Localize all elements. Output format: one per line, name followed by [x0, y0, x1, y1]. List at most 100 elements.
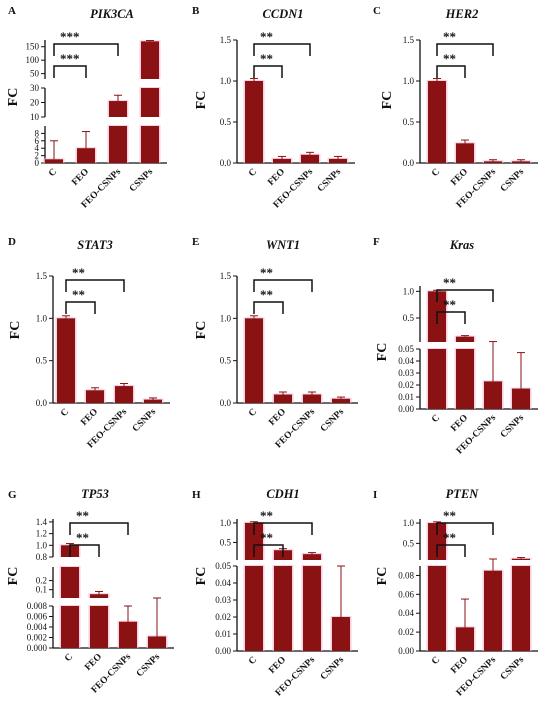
panel-letter: E	[192, 236, 199, 248]
x-tick-label: CSNPs	[319, 407, 346, 434]
y-tick-label: 4	[35, 143, 40, 153]
significance-label: **	[260, 265, 273, 280]
significance-bracket	[53, 43, 119, 56]
bar-csnps	[332, 617, 350, 651]
bar-feo-csnps	[484, 570, 502, 651]
significance-label: **	[260, 508, 273, 523]
y-tick-label: 0	[35, 158, 40, 168]
x-tick-label: FEO	[79, 407, 100, 428]
y-axis-label: FC	[194, 567, 209, 586]
bar-csnps	[141, 126, 159, 163]
x-tick-label: FEO	[83, 652, 104, 673]
y-tick-label: 0.5	[403, 117, 415, 127]
significance-label: **	[443, 29, 456, 44]
significance-bracket	[65, 279, 125, 292]
bar-feo	[274, 566, 292, 651]
y-tick-label: 0.04	[215, 578, 231, 588]
y-tick-label: 1.0	[403, 76, 415, 86]
y-tick-label: 0.02	[398, 627, 414, 637]
chart-title: CDH1	[266, 487, 299, 501]
y-tick-label: 1.5	[220, 271, 232, 281]
x-tick-label: C	[247, 407, 259, 419]
chart-title: PIK3CA	[90, 7, 134, 21]
y-tick-label: 0.5	[403, 538, 415, 548]
y-tick-label: 2	[35, 151, 40, 161]
bar-feo	[90, 606, 108, 648]
x-tick-label: CSNPs	[499, 413, 526, 440]
x-tick-label: CSNPs	[499, 655, 526, 682]
panel-h: H CDH1 FC 0.00 0.01 0.02 0.03 0.04 0.05 0.5 1.0 C FE…	[192, 487, 358, 698]
significance-label: **	[76, 530, 89, 545]
significance-label: **	[443, 275, 456, 290]
bar-c	[245, 318, 263, 403]
significance-bracket	[253, 522, 313, 535]
significance-bracket	[436, 522, 494, 535]
x-tick-label: CSNPs	[316, 167, 343, 194]
significance-label: ***	[60, 51, 80, 66]
y-tick-label: 0.008	[27, 601, 48, 611]
y-tick-label: 0.006	[27, 612, 48, 622]
y-tick-label: 0.5	[220, 356, 232, 366]
bar-c	[428, 81, 446, 163]
significance-label: **	[260, 530, 273, 545]
panel-letter: D	[8, 236, 16, 248]
y-tick-label: 0.00	[398, 646, 414, 656]
x-tick-label: C	[247, 167, 259, 179]
y-axis-label: FC	[6, 567, 21, 586]
x-tick-label: C	[430, 655, 442, 667]
y-tick-label: 1.5	[403, 35, 415, 45]
y-tick-label: 0.01	[398, 392, 414, 402]
y-tick-label: 50	[30, 69, 40, 79]
y-axis-label: FC	[375, 343, 390, 362]
significance-label: **	[260, 29, 273, 44]
y-tick-label: 0.8	[36, 552, 48, 562]
x-tick-label: C	[47, 167, 59, 179]
bar-feo	[274, 394, 292, 403]
y-tick-label: 0.06	[398, 589, 414, 599]
panel-letter: G	[8, 489, 17, 501]
y-tick-label: 100	[26, 55, 40, 65]
significance-label: **	[260, 287, 273, 302]
bar-feo	[456, 336, 474, 342]
y-axis-label: FC	[8, 321, 23, 340]
y-tick-label: 0.5	[220, 537, 232, 547]
significance-label: **	[72, 287, 85, 302]
significance-bracket	[436, 289, 494, 302]
bar-feo	[456, 627, 474, 651]
bar-feo-csnps	[303, 566, 321, 651]
y-tick-label: 1.0	[36, 313, 48, 323]
panel-letter: B	[192, 5, 200, 17]
bar-c	[57, 318, 75, 403]
y-tick-label: 0.03	[215, 595, 231, 605]
bar-c	[61, 606, 79, 648]
significance-bracket	[253, 301, 284, 314]
y-tick-label: 0.000	[27, 643, 48, 653]
bar-c	[428, 523, 446, 560]
bar-c	[45, 159, 63, 163]
y-tick-label: 0.00	[215, 646, 231, 656]
bar-c	[428, 349, 446, 409]
bar-feo-csnps	[301, 154, 319, 163]
bar-csnps	[512, 388, 530, 409]
significance-bracket	[253, 279, 313, 292]
x-tick-label: C	[430, 413, 442, 425]
y-tick-label: 0.08	[398, 570, 414, 580]
y-tick-label: 0.05	[398, 344, 414, 354]
y-tick-label: 0.04	[398, 608, 414, 618]
y-tick-label: 0.004	[27, 622, 48, 632]
bar-feo-csnps	[109, 101, 127, 117]
x-tick-label: C	[247, 655, 259, 667]
y-tick-label: 8	[35, 128, 40, 138]
x-tick-label: FEO	[70, 167, 91, 188]
panel-letter: C	[373, 5, 381, 17]
significance-bracket	[253, 544, 284, 557]
x-tick-label: CSNPs	[128, 167, 155, 194]
y-tick-label: 1.0	[403, 286, 415, 296]
bar-csnps	[141, 88, 159, 117]
chart-title: STAT3	[77, 238, 112, 252]
bar-csnps	[332, 398, 350, 403]
